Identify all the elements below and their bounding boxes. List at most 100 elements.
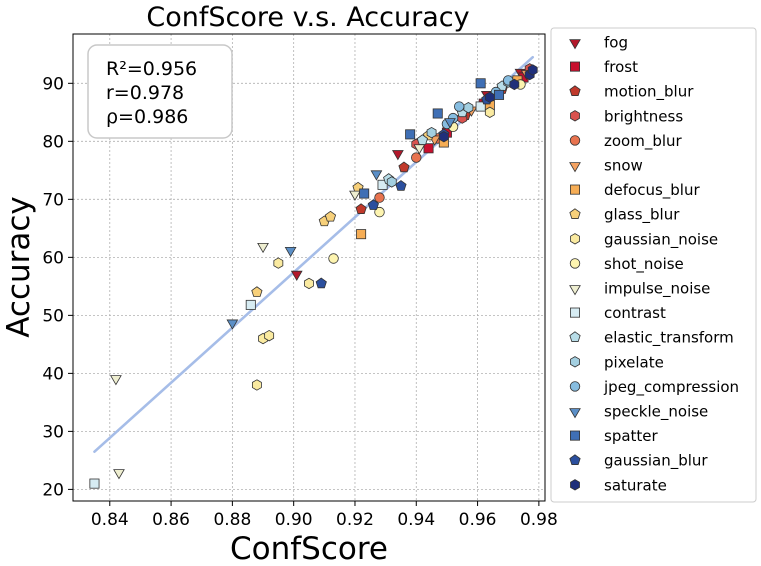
point-motion_blur: [398, 161, 410, 173]
legend-marker-spatter: [570, 430, 581, 441]
legend-label-defocus_blur: defocus_blur: [604, 181, 700, 200]
point-impulse_noise: [110, 375, 122, 386]
legend-marker-saturate: [570, 479, 580, 491]
legend-item-contrast: contrast: [570, 304, 666, 322]
legend-item-speckle_noise: speckle_noise: [569, 403, 708, 422]
legend-items: fog frost motion_blur brightness zoom_blursn…: [569, 34, 739, 494]
legend-marker-elastic_transform: [569, 331, 581, 342]
legend-label-elastic_transform: elastic_transform: [604, 329, 734, 348]
legend: fog frost motion_blur brightness zoom_blursn…: [550, 27, 757, 503]
point-motion_blur: [355, 203, 367, 214]
legend-marker-shot_noise: [569, 258, 581, 269]
x-tick-label: 0.94: [397, 510, 435, 530]
point-impulse_noise: [349, 190, 361, 201]
legend-marker-brightness: [570, 110, 580, 122]
point-gaussian_noise: [484, 106, 495, 118]
point-saturate: [484, 91, 495, 103]
point-speckle_noise: [226, 319, 239, 330]
legend-item-jpeg_compression: jpeg_compression: [569, 378, 739, 397]
point-gaussian_noise: [264, 329, 275, 342]
legend-label-zoom_blur: zoom_blur: [604, 132, 683, 151]
y-tick-label: 90: [42, 74, 64, 94]
fit-line: [93, 55, 535, 453]
point-elastic_transform: [416, 134, 429, 145]
x-tick-label: 0.92: [336, 510, 374, 530]
point-saturate: [509, 78, 520, 91]
point-contrast: [89, 478, 100, 489]
point-spatter: [432, 108, 443, 119]
stats-box: R²=0.956 r=0.978 ρ=0.986: [87, 44, 233, 139]
legend-label-spatter: spatter: [604, 427, 659, 445]
x-tick-label: 0.90: [275, 510, 313, 530]
point-glass_blur: [251, 286, 263, 297]
legend-label-glass_blur: glass_blur: [604, 206, 680, 225]
legend-label-motion_blur: motion_blur: [604, 83, 694, 102]
point-saturate: [527, 64, 538, 76]
y-tick-label: 30: [42, 422, 64, 442]
legend-label-snow: snow: [604, 157, 643, 175]
legend-item-snow: snow: [569, 157, 643, 175]
legend-item-motion_blur: motion_blur: [569, 83, 694, 102]
point-impulse_noise: [113, 469, 125, 480]
y-tick-label: 70: [42, 190, 64, 210]
legend-marker-frost: [570, 61, 581, 72]
x-tick-label: 0.96: [459, 510, 497, 530]
point-spatter: [405, 129, 416, 140]
legend-item-zoom_blur: zoom_blur: [569, 132, 683, 151]
y-axis-label: Accuracy: [1, 196, 37, 338]
legend-marker-snow: [569, 162, 581, 173]
legend-item-shot_noise: shot_noise: [569, 255, 684, 274]
point-gaussian_blur: [395, 180, 407, 191]
legend-marker-motion_blur: [569, 85, 581, 96]
legend-marker-gaussian_noise: [570, 233, 580, 245]
x-tick-label: 0.98: [520, 510, 558, 530]
point-defocus_blur: [356, 229, 367, 240]
stat-r-squared: R²=0.956: [106, 58, 197, 80]
legend-label-pixelate: pixelate: [604, 353, 664, 371]
legend-marker-impulse_noise: [569, 285, 581, 296]
legend-label-shot_noise: shot_noise: [604, 255, 684, 274]
legend-label-gaussian_blur: gaussian_blur: [604, 452, 708, 471]
legend-marker-gaussian_blur: [569, 454, 581, 465]
x-tick-label: 0.86: [152, 510, 190, 530]
point-pixelate: [426, 126, 437, 139]
y-tick-label: 80: [42, 132, 64, 152]
point-gaussian_noise: [251, 379, 262, 391]
point-fog: [391, 150, 404, 161]
legend-item-glass_blur: glass_blur: [569, 206, 680, 225]
point-spatter: [359, 188, 370, 199]
legend-marker-contrast: [570, 307, 581, 318]
legend-frame: [550, 27, 757, 503]
point-zoom_blur: [374, 192, 385, 203]
point-speckle_noise: [370, 170, 383, 181]
legend-marker-defocus_blur: [570, 184, 581, 195]
stats-box-frame: [87, 44, 233, 139]
legend-label-impulse_noise: impulse_noise: [604, 280, 710, 299]
point-spatter: [475, 78, 486, 89]
point-speckle_noise: [284, 247, 297, 258]
y-tick-label: 40: [42, 364, 64, 384]
point-gaussian_noise: [273, 257, 284, 269]
legend-marker-jpeg_compression: [569, 381, 581, 392]
point-glass_blur: [324, 210, 337, 222]
y-tick-label: 50: [42, 306, 64, 326]
point-speckle_noise: [444, 118, 456, 129]
stat-pearson-r: r=0.978: [106, 82, 184, 104]
legend-item-saturate: saturate: [570, 476, 667, 494]
legend-item-gaussian_blur: gaussian_blur: [569, 452, 708, 471]
legend-item-brightness: brightness: [570, 107, 683, 125]
x-tick-label: 0.88: [213, 510, 251, 530]
stat-spearman-rho: ρ=0.986: [106, 106, 188, 128]
point-zoom_blur: [411, 152, 422, 163]
legend-item-fog: fog: [569, 34, 628, 52]
legend-marker-glass_blur: [569, 208, 581, 219]
point-pixelate: [463, 102, 474, 114]
legend-marker-pixelate: [570, 356, 580, 368]
legend-label-gaussian_noise: gaussian_noise: [604, 230, 718, 249]
x-axis-ticks: 0.84 0.86 0.88 0.90 0.92 0.94 0.96 0.98: [91, 501, 558, 530]
legend-item-impulse_noise: impulse_noise: [569, 280, 710, 299]
legend-item-pixelate: pixelate: [570, 353, 664, 371]
point-saturate: [438, 131, 449, 143]
legend-label-jpeg_compression: jpeg_compression: [603, 378, 739, 397]
